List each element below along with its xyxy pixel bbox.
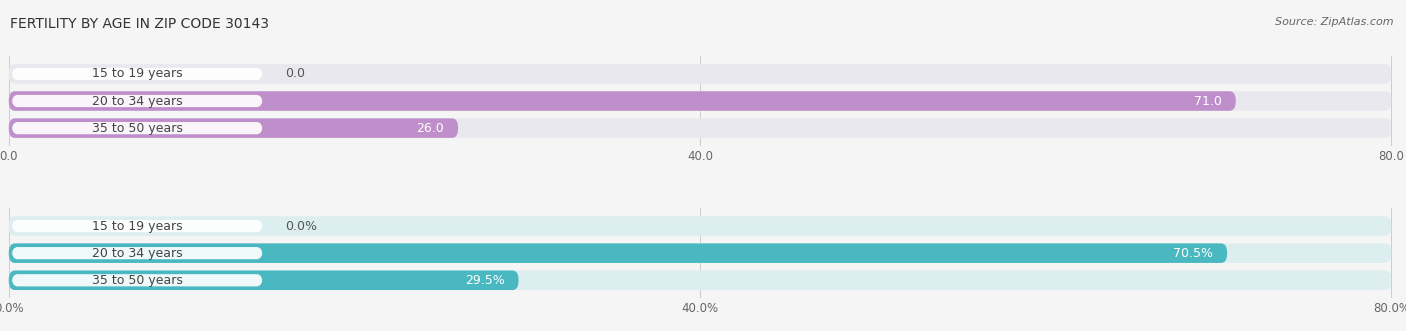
Text: 26.0: 26.0 (416, 121, 444, 135)
FancyBboxPatch shape (11, 247, 263, 259)
FancyBboxPatch shape (8, 270, 519, 290)
Text: 15 to 19 years: 15 to 19 years (91, 68, 183, 80)
FancyBboxPatch shape (8, 91, 1392, 111)
Text: 0.0%: 0.0% (285, 219, 318, 233)
FancyBboxPatch shape (8, 270, 1392, 290)
Text: Source: ZipAtlas.com: Source: ZipAtlas.com (1275, 17, 1393, 26)
FancyBboxPatch shape (11, 68, 263, 80)
FancyBboxPatch shape (8, 118, 458, 138)
FancyBboxPatch shape (11, 220, 263, 232)
Text: 0.0: 0.0 (285, 68, 305, 80)
FancyBboxPatch shape (8, 243, 1392, 263)
FancyBboxPatch shape (8, 243, 1227, 263)
Text: 20 to 34 years: 20 to 34 years (91, 247, 183, 260)
Text: 35 to 50 years: 35 to 50 years (91, 121, 183, 135)
Text: 70.5%: 70.5% (1173, 247, 1213, 260)
FancyBboxPatch shape (8, 216, 1392, 236)
Text: FERTILITY BY AGE IN ZIP CODE 30143: FERTILITY BY AGE IN ZIP CODE 30143 (10, 17, 269, 30)
Text: 71.0: 71.0 (1194, 95, 1222, 108)
Text: 15 to 19 years: 15 to 19 years (91, 219, 183, 233)
FancyBboxPatch shape (11, 95, 263, 107)
FancyBboxPatch shape (8, 91, 1236, 111)
FancyBboxPatch shape (8, 64, 1392, 84)
FancyBboxPatch shape (11, 122, 263, 134)
FancyBboxPatch shape (11, 274, 263, 286)
FancyBboxPatch shape (8, 118, 1392, 138)
Text: 35 to 50 years: 35 to 50 years (91, 274, 183, 287)
Text: 20 to 34 years: 20 to 34 years (91, 95, 183, 108)
Text: 29.5%: 29.5% (465, 274, 505, 287)
